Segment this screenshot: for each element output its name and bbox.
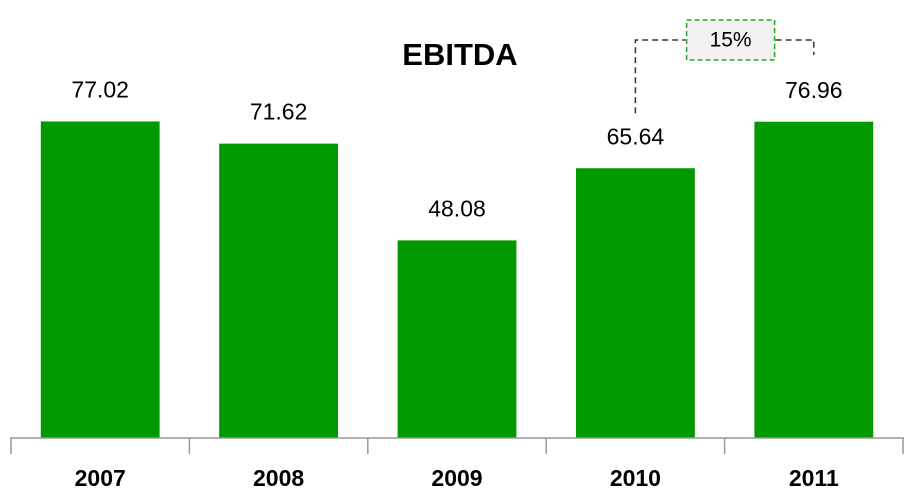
bar <box>575 168 695 438</box>
x-tick-label: 2009 <box>431 465 482 491</box>
bar <box>219 143 339 439</box>
x-tick-label: 2008 <box>253 465 304 491</box>
annotation: 15% <box>710 29 752 52</box>
annotation-bracket <box>775 39 815 55</box>
data-label: 76.96 <box>785 77 843 103</box>
x-tick-label: 2007 <box>75 465 126 491</box>
annotation-box <box>685 19 776 61</box>
bar <box>397 240 517 438</box>
data-label: 77.02 <box>71 77 129 103</box>
x-tick-label: 2011 <box>789 465 839 491</box>
x-tick-label: 2010 <box>610 465 661 491</box>
data-label: 65.64 <box>607 123 665 149</box>
chart-title: EBITDA <box>402 37 517 72</box>
data-label: 71.62 <box>250 99 308 125</box>
annotation-bracket <box>634 39 686 114</box>
bar <box>40 121 160 438</box>
data-label: 48.08 <box>428 195 486 221</box>
bar <box>754 121 874 438</box>
